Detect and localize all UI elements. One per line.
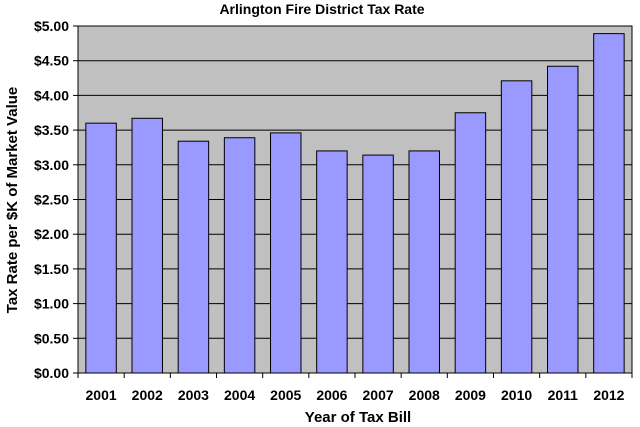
y-tick-label: $3.50 <box>34 122 69 138</box>
x-tick-label: 2012 <box>593 387 624 403</box>
y-tick-label: $2.50 <box>34 192 69 208</box>
x-tick-label: 2009 <box>455 387 486 403</box>
bar-2002 <box>131 117 163 374</box>
x-tick-label: 2007 <box>363 387 394 403</box>
x-tick-label: 2004 <box>224 387 255 403</box>
y-axis-title: Tax Rate per $K of Market Value <box>4 87 21 313</box>
x-tick-label: 2006 <box>316 387 347 403</box>
bar-2001 <box>85 122 117 374</box>
bar-2006 <box>316 150 348 374</box>
x-axis-title: Year of Tax Bill <box>305 409 411 426</box>
y-tick-label: $0.50 <box>34 330 69 346</box>
x-tick-label: 2008 <box>409 387 440 403</box>
y-tick-label: $3.00 <box>34 157 69 173</box>
y-tick-label: $1.00 <box>34 296 69 312</box>
bar-2005 <box>270 132 302 374</box>
plot-border <box>77 25 633 374</box>
bar-2007 <box>362 154 394 374</box>
bar-2004 <box>223 137 256 374</box>
x-tick-label: 2011 <box>548 387 579 403</box>
y-tick-label: $4.50 <box>34 53 69 69</box>
bar-2012 <box>593 33 625 374</box>
x-tick-label: 2005 <box>270 387 301 403</box>
x-tick-label: 2002 <box>132 387 163 403</box>
x-tick-label: 2003 <box>178 387 209 403</box>
bar-2011 <box>547 65 579 374</box>
bar-2009 <box>454 112 487 374</box>
y-tick-label: $5.00 <box>34 18 69 34</box>
x-tick-label: 2010 <box>501 387 532 403</box>
bar-2003 <box>177 140 210 374</box>
x-tick-label: 2001 <box>86 387 117 403</box>
plot-area: $0.00 $0.50 $1.00 $1.50 $2.00 $2.50 $3.00 $3.50… <box>34 18 633 403</box>
y-tick-label: $1.50 <box>34 261 69 277</box>
bar-2008 <box>408 150 440 374</box>
bar-2010 <box>500 80 533 374</box>
y-tick-label: $2.00 <box>34 226 69 242</box>
y-tick-label: $4.00 <box>34 87 69 103</box>
chart-title: Arlington Fire District Tax Rate <box>219 1 424 17</box>
y-tick-label: $0.00 <box>34 365 69 381</box>
